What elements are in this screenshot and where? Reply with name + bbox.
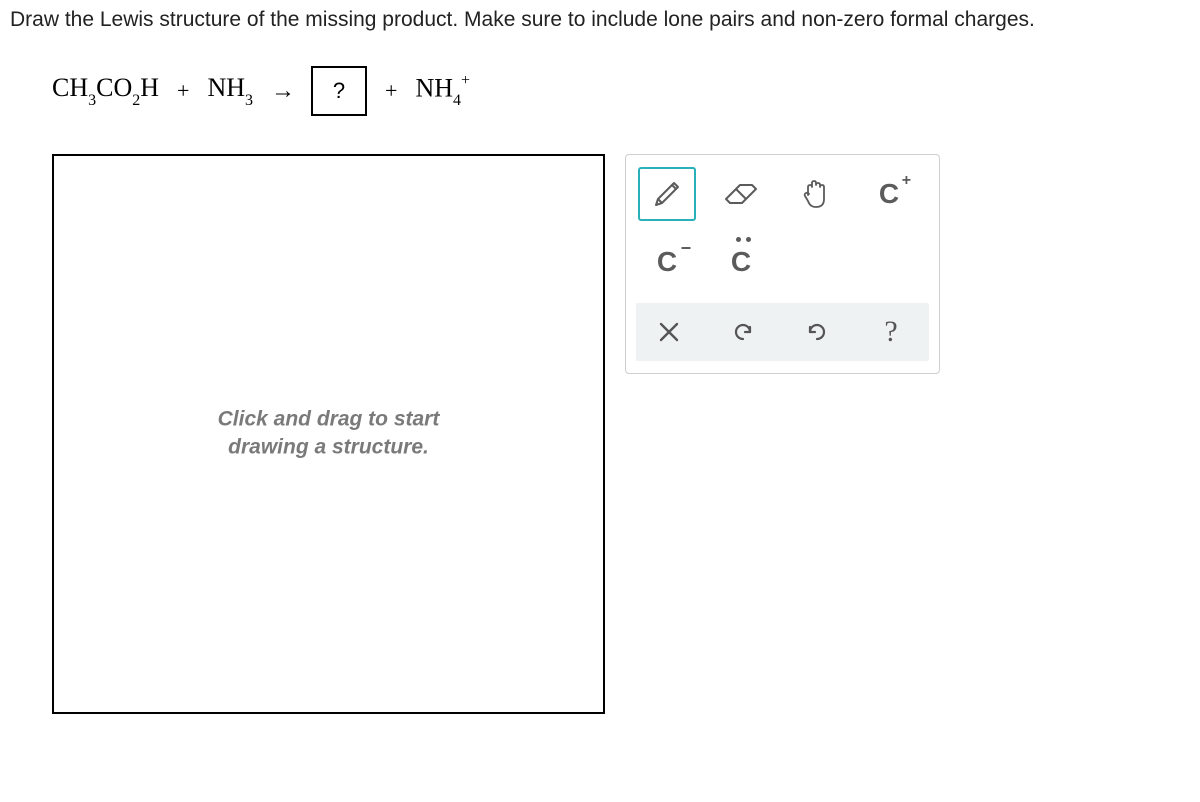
draw-tool-button[interactable] xyxy=(638,167,696,221)
undo-icon xyxy=(730,319,756,345)
canvas-hint-line2: drawing a structure. xyxy=(218,434,440,462)
plus-1: + xyxy=(177,78,189,104)
clear-button[interactable] xyxy=(646,313,692,351)
reactant-2: NH3 xyxy=(207,75,253,106)
drawing-canvas[interactable]: Click and drag to start drawing a struct… xyxy=(52,154,605,714)
undo-button[interactable] xyxy=(720,313,766,351)
eraser-icon xyxy=(722,179,760,209)
charge-minus-button[interactable]: C xyxy=(638,235,696,289)
redo-button[interactable] xyxy=(794,313,840,351)
lone-pair-button[interactable]: C xyxy=(712,235,770,289)
action-row: ? xyxy=(636,303,929,361)
reaction-arrow: → xyxy=(271,78,293,105)
work-area: Click and drag to start drawing a struct… xyxy=(52,154,1190,714)
plus-2: + xyxy=(385,78,397,104)
toolbox: C C C xyxy=(625,154,940,374)
charge-minus-icon: C xyxy=(657,246,677,278)
pencil-icon xyxy=(650,177,684,211)
charge-plus-button[interactable]: C xyxy=(860,167,918,221)
question-text: Draw the Lewis structure of the missing … xyxy=(10,8,1190,32)
canvas-hint-line1: Click and drag to start xyxy=(218,406,440,434)
redo-icon xyxy=(804,319,830,345)
help-icon: ? xyxy=(884,315,897,349)
tool-row-2: C C xyxy=(638,235,927,289)
eraser-tool-button[interactable] xyxy=(712,167,770,221)
help-button[interactable]: ? xyxy=(868,313,914,351)
close-icon xyxy=(658,321,680,343)
charge-plus-icon: C xyxy=(879,178,899,210)
lone-pair-icon: C xyxy=(731,246,751,278)
reaction-equation: CH3CO2H + NH3 → ? + NH4+ xyxy=(52,66,1190,116)
product-2: NH4+ xyxy=(415,75,470,107)
reactant-1: CH3CO2H xyxy=(52,75,159,106)
tool-row-1: C xyxy=(638,167,927,221)
unknown-product-box: ? xyxy=(311,66,367,116)
move-tool-button[interactable] xyxy=(786,167,844,221)
canvas-hint: Click and drag to start drawing a struct… xyxy=(218,406,440,463)
hand-icon xyxy=(798,177,832,211)
